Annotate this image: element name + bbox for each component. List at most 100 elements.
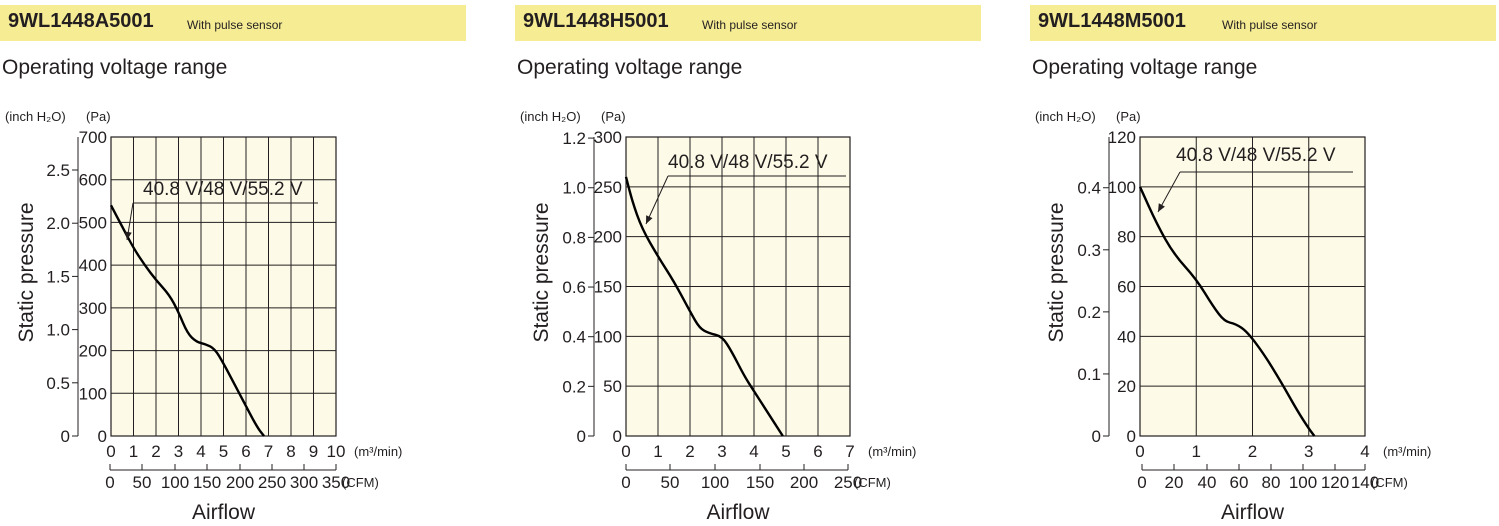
x2-tick-label: 140 — [1351, 473, 1379, 492]
x-tick-label: 4 — [196, 442, 205, 461]
x-unit-label: (m³/min) — [354, 444, 402, 459]
x2-tick-label: 120 — [1321, 473, 1349, 492]
x-tick-label: 1 — [653, 442, 662, 461]
model-header: 9WL1448H5001 With pulse sensor — [515, 5, 981, 41]
x-tick-label: 2 — [685, 442, 694, 461]
x2-tick-label: 300 — [290, 473, 318, 492]
series-line — [624, 176, 784, 437]
y-tick-label: 40 — [1117, 327, 1136, 346]
model-note: With pulse sensor — [187, 18, 283, 32]
y-tick-label: 60 — [1117, 278, 1136, 297]
x2-tick-label: 100 — [161, 473, 189, 492]
x-unit-label: (m³/min) — [868, 444, 916, 459]
y2-tick-label: 0 — [1092, 427, 1101, 446]
annotation-arrow-head — [646, 215, 653, 224]
x-tick-label: 5 — [781, 442, 790, 461]
x2-tick-label: 100 — [701, 473, 729, 492]
x2-tick-label: 150 — [193, 473, 221, 492]
chart-subtitle: Operating voltage range — [2, 56, 228, 79]
y2-tick-label: 0.8 — [562, 228, 586, 247]
x2-unit-label: (CFM) — [342, 475, 379, 490]
x-tick-label: 6 — [241, 442, 250, 461]
y2-tick-label: 0.4 — [562, 328, 586, 347]
x2-tick-label: 0 — [1137, 473, 1146, 492]
x-tick-label: 6 — [813, 442, 822, 461]
chart-svg-2: 05010015020025030000.20.40.60.81.01.2(in… — [520, 109, 916, 524]
x-tick-label: 3 — [174, 442, 183, 461]
y-tick-label: 0 — [98, 427, 107, 446]
y2-tick-label: 1.0 — [562, 179, 586, 198]
y2-tick-label: 1.5 — [46, 267, 70, 286]
y-tick-label: 300 — [594, 128, 622, 147]
x-tick-label: 9 — [309, 442, 318, 461]
y2-unit-label: (inch H₂O) — [1035, 109, 1096, 124]
y2-tick-label: 0.6 — [562, 278, 586, 297]
y2-tick-label: 0.4 — [1077, 179, 1101, 198]
y-axis-title: Static pressure — [1045, 202, 1068, 342]
chart-subtitle: Operating voltage range — [517, 56, 743, 79]
y2-tick-label: 0.5 — [46, 374, 70, 393]
y-tick-label: 250 — [594, 178, 622, 197]
x-tick-label: 7 — [264, 442, 273, 461]
model-number: 9WL1448M5001 — [1038, 10, 1186, 32]
model-number: 9WL1448H5001 — [523, 10, 669, 32]
plot-frame — [625, 136, 851, 437]
model-header: 9WL1448A5001 With pulse sensor — [0, 5, 466, 41]
x-tick-label: 0 — [1135, 442, 1144, 461]
x2-tick-label: 20 — [1165, 473, 1184, 492]
y-unit-label: (Pa) — [86, 109, 111, 124]
x-tick-label: 4 — [749, 442, 758, 461]
series-line — [109, 204, 265, 437]
y-tick-label: 300 — [79, 299, 107, 318]
annotation-arrow-line — [645, 175, 669, 225]
x-tick-label: 1 — [129, 442, 138, 461]
annotation-label: 40.8 V/48 V/55.2 V — [1176, 145, 1336, 166]
y2-unit-label: (inch H₂O) — [520, 109, 581, 124]
x2-tick-label: 350 — [322, 473, 350, 492]
x2-tick-label: 80 — [1262, 473, 1281, 492]
plot-frame — [1139, 136, 1366, 437]
annotation-arrow-head — [124, 231, 132, 240]
y-tick-label: 500 — [79, 213, 107, 232]
y-tick-label: 50 — [603, 377, 622, 396]
chart-svg-1: 010020030040050060070000.51.01.52.02.5(i… — [5, 109, 402, 524]
x-tick-label: 2 — [1248, 442, 1257, 461]
y-tick-label: 600 — [79, 171, 107, 190]
x-tick-label: 3 — [717, 442, 726, 461]
y2-tick-label: 2.0 — [46, 214, 70, 233]
annotation-arrow-head — [1158, 203, 1165, 212]
model-header: 9WL1448M5001 With pulse sensor — [1030, 5, 1496, 41]
x-tick-label: 8 — [286, 442, 295, 461]
y-tick-label: 120 — [1108, 128, 1136, 147]
y-tick-label: 100 — [79, 384, 107, 403]
y2-unit-label: (inch H₂O) — [5, 109, 66, 124]
x2-tick-label: 0 — [105, 473, 114, 492]
x2-tick-label: 50 — [133, 473, 152, 492]
x-tick-label: 10 — [327, 442, 346, 461]
y2-tick-label: 1.2 — [562, 129, 586, 148]
x-tick-label: 1 — [1192, 442, 1201, 461]
x2-tick-label: 200 — [226, 473, 254, 492]
x2-tick-label: 100 — [1289, 473, 1317, 492]
model-note: With pulse sensor — [702, 18, 798, 32]
x2-tick-label: 200 — [790, 473, 818, 492]
y2-tick-label: 1.0 — [46, 321, 70, 340]
model-note: With pulse sensor — [1222, 18, 1318, 32]
y2-tick-label: 0 — [61, 427, 70, 446]
x2-unit-label: (CFM) — [854, 475, 891, 490]
y2-tick-label: 0 — [577, 427, 586, 446]
y-tick-label: 20 — [1117, 377, 1136, 396]
y-tick-label: 200 — [79, 342, 107, 361]
x-tick-label: 0 — [621, 442, 630, 461]
x2-unit-label: (CFM) — [1371, 475, 1408, 490]
x2-tick-label: 60 — [1230, 473, 1249, 492]
y-tick-label: 200 — [594, 228, 622, 247]
chart-subtitle: Operating voltage range — [1032, 56, 1258, 79]
x-axis-title: Airflow — [192, 501, 256, 524]
chart-panel-1: 9WL1448A5001 With pulse sensor Operating… — [0, 0, 470, 526]
x-tick-label: 3 — [1304, 442, 1313, 461]
x-unit-label: (m³/min) — [1383, 444, 1431, 459]
y-tick-label: 80 — [1117, 228, 1136, 247]
series-line — [1138, 186, 1316, 437]
